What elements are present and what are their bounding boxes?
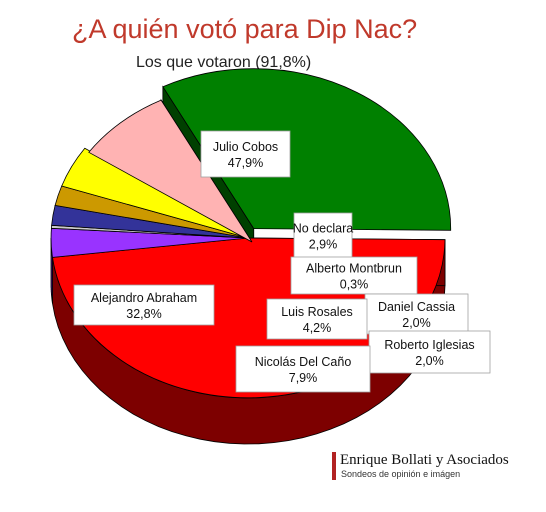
slice-value-label: 2,0% (402, 316, 431, 330)
slice-value-label: 47,9% (228, 156, 263, 170)
pie-slice-nicol-s-del-ca-o (88, 99, 253, 243)
data-label-daniel-cassia: Daniel Cassia 2,0% (364, 293, 469, 335)
slice-value-label: 2,0% (415, 354, 444, 368)
pie-slice-luis-rosales (61, 147, 249, 239)
data-label-no-declara: No declara 2,9% (293, 212, 353, 259)
slice-value-label: 0,3% (340, 278, 369, 292)
slice-name-label: Alberto Montbrun (306, 262, 402, 276)
slice-name-label: Luis Rosales (281, 305, 353, 319)
pie-label-layer: Julio Cobos 47,9% No declara 2,9% Alberto Mo… (73, 130, 491, 393)
data-label-box (200, 130, 291, 178)
slice-name-label: Julio Cobos (213, 140, 278, 154)
brand-accent-bar (332, 452, 336, 480)
data-label-box (235, 345, 371, 393)
data-label-luis-rosales: Luis Rosales 4,2% (266, 298, 368, 340)
slice-value-label: 2,9% (309, 238, 338, 252)
brand-tagline: Sondeos de opinión e imágen (341, 469, 461, 479)
slice-name-label: No declara (293, 222, 353, 236)
data-label-julio-cobos: Julio Cobos 47,9% (200, 130, 291, 178)
slice-name-label: Daniel Cassia (378, 300, 455, 314)
data-label-alberto-montbrun: Alberto Montbrun 0,3% (290, 256, 418, 295)
data-label-box (266, 298, 368, 340)
pie-slice-alejandro-abraham (162, 68, 452, 231)
slice-name-label: Roberto Iglesias (384, 338, 474, 352)
slice-value-label: 4,2% (303, 321, 332, 335)
chart-title: ¿A quién votó para Dip Nac? (72, 14, 418, 44)
brand-name: Enrique Bollati y Asociados (340, 452, 509, 468)
slice-name-label: Nicolás Del Caño (255, 355, 352, 369)
chart-subtitle: Los que votaron (91,8%) (136, 54, 312, 71)
data-label-box (73, 284, 215, 326)
slice-value-label: 32,8% (126, 307, 161, 321)
data-label-nicol-s-del-ca-o: Nicolás Del Caño 7,9% (235, 345, 371, 393)
data-label-alejandro-abraham: Alejandro Abraham 32,8% (73, 284, 215, 326)
data-label-box (290, 256, 418, 295)
data-label-roberto-iglesias: Roberto Iglesias 2,0% (368, 330, 491, 374)
slice-name-label: Alejandro Abraham (91, 291, 197, 305)
slice-value-label: 7,9% (289, 371, 318, 385)
data-label-box (368, 330, 491, 374)
